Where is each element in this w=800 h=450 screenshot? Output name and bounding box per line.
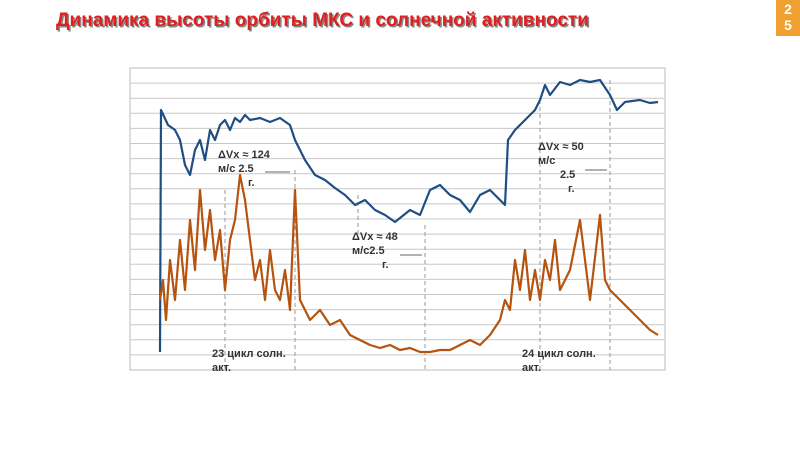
annotations: ΔVx ≈ 124 м/с 2.5 г.ΔVx ≈ 48 м/с2.5 г.ΔVx ≈ … (212, 141, 596, 374)
annotation-line: ΔVx ≈ 48 (352, 231, 398, 243)
annotation-line: 2.5 (560, 169, 575, 181)
annotation-line: м/с (538, 155, 555, 167)
annotation-line: акт. (522, 362, 541, 374)
annotation-line: акт. (212, 362, 231, 374)
series-line (158, 78, 659, 353)
annotation-line: м/с 2.5 (218, 163, 254, 175)
annotation: ΔVx ≈ 124 м/с 2.5 г. (218, 149, 271, 189)
annotation-line: 24 цикл солн. (522, 348, 596, 360)
annotation: ΔVx ≈ 48 м/с2.5 г. (352, 231, 398, 271)
annotation-line: г. (382, 259, 389, 271)
annotation: ΔVx ≈ 50 м/с 2.5 г. (538, 141, 584, 195)
annotation: 23 цикл солн. акт. (212, 348, 286, 374)
page-digit: 5 (784, 17, 792, 33)
annotation-line: 23 цикл солн. (212, 348, 286, 360)
page-digit: 2 (784, 1, 792, 17)
grid (130, 82, 665, 356)
annotation-line: м/с2.5 (352, 245, 385, 257)
annotation-line: ΔVx ≈ 50 (538, 141, 584, 153)
page-badge (776, 0, 800, 36)
chart-title: Динамика высоты орбиты МКС и солнечной а… (56, 10, 589, 31)
annotation: 24 цикл солн. акт. (522, 348, 596, 374)
annotation-line: г. (568, 183, 575, 195)
series-line (158, 173, 659, 354)
annotation-line: г. (248, 177, 255, 189)
guides (224, 80, 611, 370)
title-shadow: Динамика высоты орбиты МКС и солнечной а… (58, 12, 591, 33)
annotation-line: ΔVx ≈ 124 (218, 149, 271, 161)
series (158, 78, 659, 354)
